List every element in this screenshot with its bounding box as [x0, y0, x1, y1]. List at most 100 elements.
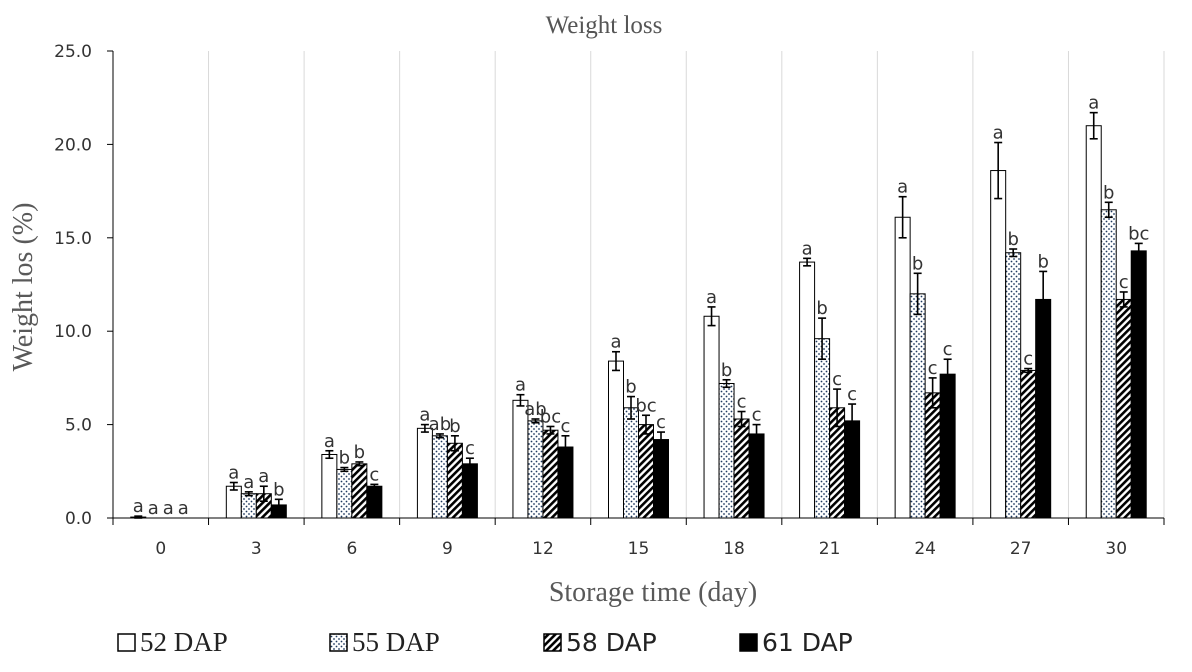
significance-letter: c [369, 464, 379, 485]
bar-61-dap-day-27 [1035, 298, 1052, 519]
legend-item-55-dap: 55 DAP [329, 627, 440, 657]
significance-letter: c [561, 416, 571, 437]
bar-61-dap-day-15 [653, 439, 669, 519]
bar-58-dap-day-15 [638, 424, 654, 519]
significance-letter: b [354, 442, 365, 463]
bar-58-dap-day-12 [542, 429, 559, 519]
bars [130, 125, 1147, 519]
significance-letter: c [847, 384, 857, 405]
legend-item-52-dap: 52 DAP [117, 627, 228, 657]
chart-title: Weight loss [546, 12, 663, 39]
bar-58-dap-day-27 [1020, 369, 1037, 519]
bar-52-dap-day-24 [894, 216, 911, 519]
significance-letter: a [178, 498, 189, 519]
x-tick-label: 21 [819, 539, 841, 559]
legend-swatch [117, 633, 136, 652]
significance-letter: b [912, 253, 923, 274]
y-tick-label: 10.0 [54, 322, 92, 342]
significance-letter: a [802, 238, 813, 259]
x-tick-label: 3 [251, 539, 262, 559]
legend: 52 DAP 55 DAP 58 DAP 61 DAP [117, 627, 853, 657]
significance-letter: a [163, 498, 174, 519]
y-tick-label: 25.0 [54, 42, 92, 62]
legend-label: 61 DAP [762, 628, 853, 657]
x-tick-label: 12 [532, 539, 554, 559]
bar-58-dap-day-6 [351, 463, 368, 519]
significance-letter: a [228, 463, 239, 484]
bar-61-dap-day-18 [748, 433, 765, 519]
significance-letter: a [706, 287, 717, 308]
significance-letter: a [1088, 93, 1099, 114]
bar-55-dap-day-30 [1100, 209, 1117, 519]
bar-61-dap-day-30 [1130, 250, 1147, 519]
significance-letter: ab [429, 414, 451, 435]
bar-55-dap-day-6 [336, 468, 353, 519]
bar-58-dap-day-9 [446, 442, 463, 519]
significance-letter: b [625, 377, 636, 398]
significance-letter: c [832, 369, 842, 390]
significance-letter: bc [1128, 223, 1149, 244]
bar-52-dap-day-18 [703, 315, 720, 519]
significance-letter: c [737, 392, 747, 413]
legend-label: 52 DAP [140, 627, 228, 657]
bar-61-dap-day-9 [461, 463, 478, 519]
bar-52-dap-day-27 [990, 170, 1007, 519]
y-tick-label: 15.0 [54, 229, 92, 249]
significance-letter: c [928, 358, 938, 379]
y-tick-label: 20.0 [54, 135, 92, 155]
significance-letter: ab [524, 399, 546, 420]
bar-55-dap-day-27 [1005, 252, 1022, 519]
significance-letter: c [943, 339, 953, 360]
bar-55-dap-day-12 [527, 420, 544, 519]
bar-61-dap-day-6 [366, 485, 383, 519]
significance-letter: b [273, 479, 284, 500]
x-tick-label: 27 [1010, 539, 1032, 559]
significance-letter: b [1007, 229, 1018, 250]
bar-52-dap-day-21 [799, 261, 816, 519]
legend-item-58-dap: 58 DAP [543, 628, 657, 657]
significance-letter: a [610, 332, 621, 353]
significance-letter: a [419, 405, 430, 426]
significance-letter: a [148, 498, 159, 519]
y-tick-labels: 0.0 5.0 10.0 15.0 20.0 25.0 [54, 42, 92, 529]
x-tick-label: 24 [914, 539, 936, 559]
significance-letter: b [816, 298, 827, 319]
significance-letter: bc [540, 406, 561, 427]
x-tick-label: 0 [155, 539, 166, 559]
error-bars [134, 111, 1143, 519]
significance-letter: a [993, 123, 1004, 144]
significance-letter: b [339, 448, 350, 469]
legend-label: 58 DAP [566, 628, 657, 657]
bar-61-dap-day-24 [939, 373, 956, 519]
significance-letter: b [449, 416, 460, 437]
bar-55-dap-day-21 [814, 338, 831, 519]
x-axis-title: Storage time (day) [549, 577, 757, 608]
significance-letter: c [1023, 349, 1033, 370]
significance-letter: b [1103, 182, 1114, 203]
x-tick-labels: 0 3 6 9 12 15 18 21 24 27 30 [155, 539, 1127, 559]
significance-letter: a [324, 431, 335, 452]
y-tick-label: 5.0 [65, 416, 92, 436]
significance-letter: c [752, 405, 762, 426]
significance-letter: c [465, 438, 475, 459]
bar-52-dap-day-9 [416, 427, 433, 519]
significance-letter: a [133, 496, 144, 517]
bar-52-dap-day-30 [1085, 125, 1102, 519]
bar-55-dap-day-9 [431, 435, 448, 519]
significance-letter: c [656, 412, 666, 433]
bar-52-dap-day-3 [225, 485, 242, 519]
bar-58-dap-day-30 [1115, 298, 1132, 519]
bar-55-dap-day-24 [909, 293, 926, 519]
significance-letter: b [721, 360, 732, 381]
bar-55-dap-day-18 [718, 383, 735, 519]
bar-58-dap-day-24 [924, 392, 941, 519]
significance-letter: b [1037, 251, 1048, 272]
bar-55-dap-day-15 [623, 407, 639, 519]
bar-55-dap-day-3 [240, 493, 257, 519]
legend-label: 55 DAP [352, 627, 440, 657]
significance-letter: a [243, 472, 254, 493]
legend-item-61-dap: 61 DAP [739, 628, 853, 657]
significance-letter: a [897, 177, 908, 198]
